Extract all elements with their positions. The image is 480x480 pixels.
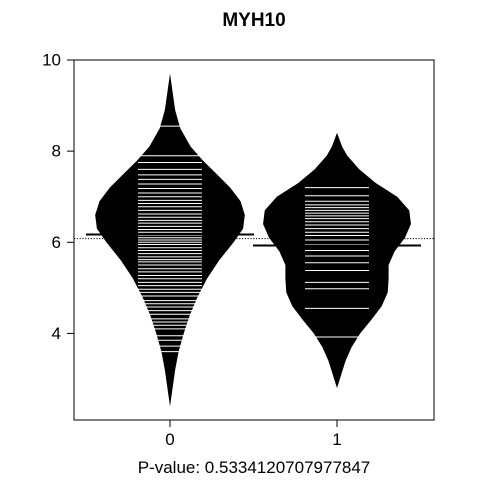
chart-title: MYH10 (222, 10, 285, 31)
y-tick-label-6: 6 (52, 233, 61, 252)
plot-frame (73, 59, 435, 421)
y-tick-label-10: 10 (42, 51, 61, 70)
x-tick-label-0: 0 (165, 430, 174, 449)
x-tick-label-1: 1 (332, 430, 341, 449)
bean-shape-1 (263, 132, 411, 389)
x-axis-label: P-value: 0.5334120707977847 (138, 458, 371, 477)
y-tick-label-4: 4 (52, 324, 61, 343)
axis-layer: 4 6 8 10 0 1 (42, 51, 435, 449)
beans-layer (74, 73, 434, 407)
y-tick-label-8: 8 (52, 142, 61, 161)
